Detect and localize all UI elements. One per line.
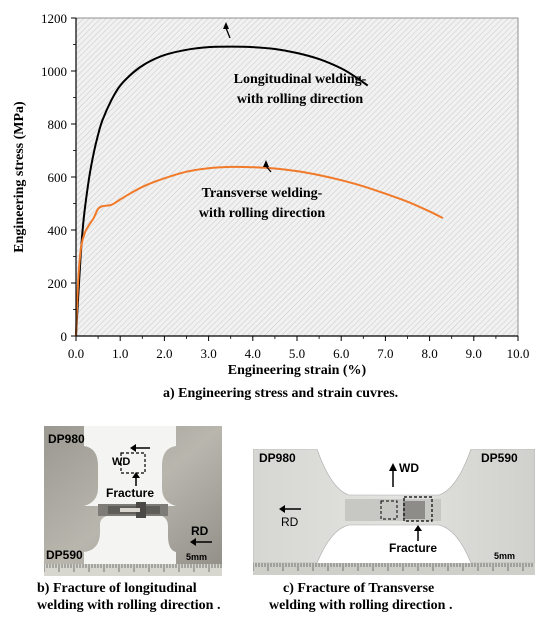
x-tick-label: 8.0 [421, 346, 437, 361]
annotation-arrow [225, 27, 231, 39]
y-tick-label: 800 [48, 117, 68, 132]
y-tick-label: 1000 [41, 64, 67, 79]
y-tick-label: 600 [48, 170, 68, 185]
annotation-text: with rolling direction [199, 206, 325, 221]
x-tick-label: 5.0 [289, 346, 305, 361]
label-dp590-c: DP590 [481, 451, 518, 465]
label-wd-b: WD [112, 456, 131, 468]
caption-b-line1: b) Fracture of longitudinal [37, 581, 197, 596]
annotation-text: with rolling direction [237, 92, 363, 107]
x-tick-label: 1.0 [112, 346, 128, 361]
x-axis-label: Engineering strain (%) [228, 363, 367, 378]
photo-transverse-fracture: DP980 DP590 WD RD Fracture 5mm [253, 449, 535, 575]
label-rd-b: RD [191, 524, 209, 538]
annotation-arrowhead [263, 160, 269, 167]
stress-strain-chart: 0.0 1.0 2.0 3.0 4.0 5.0 6.0 7.0 8.0 9.0 10.0 0 200 40… [12, 11, 530, 378]
annotation-arrowhead [223, 22, 229, 29]
label-wd-c: WD [399, 461, 419, 475]
label-rd-c: RD [281, 515, 299, 529]
y-tick-label: 400 [48, 223, 68, 238]
label-dp980-c: DP980 [259, 451, 296, 465]
x-tick-label: 4.0 [245, 346, 261, 361]
label-dp980-b: DP980 [48, 432, 85, 446]
series-line-transverse [75, 165, 444, 337]
plot-area [75, 17, 519, 337]
x-tick-label: 9.0 [466, 346, 482, 361]
series-line-longitudinal [75, 45, 369, 337]
chart-caption: a) Engineering stress and strain cuvres. [163, 386, 399, 401]
x-tick-label: 6.0 [333, 346, 349, 361]
x-tick-label: 7.0 [377, 346, 393, 361]
y-tick-label: 1200 [41, 11, 67, 26]
y-tick-label: 200 [48, 276, 68, 291]
x-tick-label: 3.0 [200, 346, 216, 361]
annotation-text: Longitudinal welding- [234, 72, 367, 87]
annotation-text: Transverse welding- [202, 186, 323, 201]
scale-label-c: 5mm [494, 551, 516, 561]
label-dp590-b: DP590 [46, 548, 83, 562]
x-tick-label: 2.0 [156, 346, 172, 361]
scale-label-b: 5mm [186, 552, 208, 562]
photo-longitudinal-fracture: DP980 WD Fracture RD DP590 5mm [44, 426, 222, 576]
caption-c-line1: c) Fracture of Transverse [283, 581, 435, 596]
label-fracture-b: Fracture [106, 486, 155, 500]
y-tick-label: 0 [61, 329, 68, 344]
caption-b-line2: welding with rolling direction . [37, 598, 221, 613]
label-fracture-c: Fracture [389, 541, 438, 555]
y-axis-label: Engineering stress (MPa) [12, 101, 27, 253]
x-tick-label: 10.0 [507, 346, 530, 361]
caption-c-line2: welding with rolling direction . [269, 598, 453, 613]
x-tick-label: 0.0 [68, 346, 84, 361]
